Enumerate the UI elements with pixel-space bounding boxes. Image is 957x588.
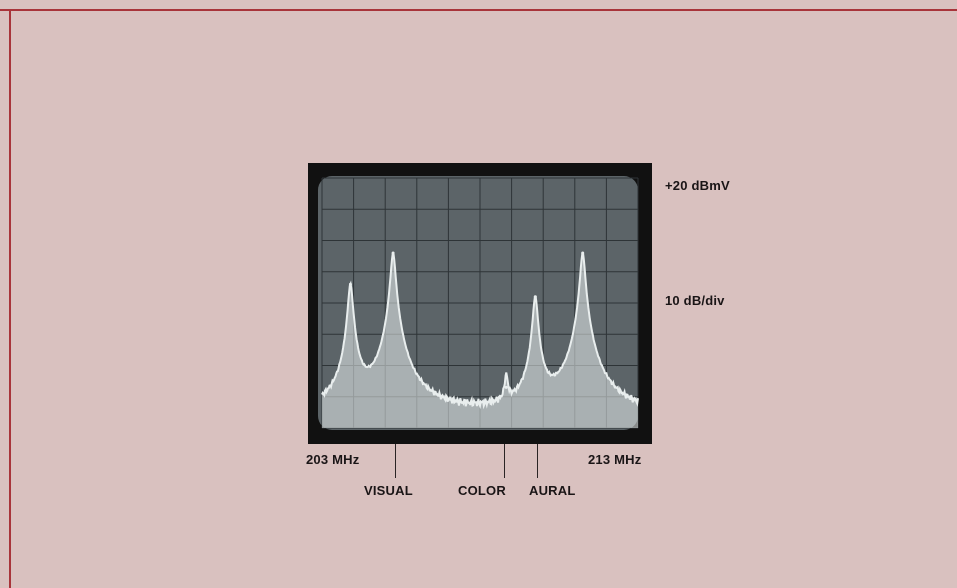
start-frequency-label: 203 MHz [306, 452, 360, 467]
peak-point-2 [391, 251, 395, 255]
aural-carrier-label: AURAL [529, 483, 576, 498]
visual-callout-line [395, 444, 396, 478]
peak-point-3 [504, 385, 508, 389]
spectrum-trace [321, 251, 639, 428]
visual-carrier-label: VISUAL [364, 483, 413, 498]
color-callout-line [504, 444, 505, 478]
stop-frequency-label: 213 MHz [588, 452, 642, 467]
reference-level-label: +20 dBmV [665, 178, 730, 193]
aural-callout-line [537, 444, 538, 478]
border-left [9, 9, 11, 588]
color-subcarrier-label: COLOR [458, 483, 506, 498]
peak-point-1 [348, 282, 352, 286]
border-top [0, 9, 957, 11]
peak-point-4 [533, 295, 537, 299]
peak-point-5 [581, 251, 585, 255]
spectrum-fill [322, 253, 638, 428]
scale-label: 10 dB/div [665, 293, 725, 308]
spectrum-line [321, 252, 639, 410]
